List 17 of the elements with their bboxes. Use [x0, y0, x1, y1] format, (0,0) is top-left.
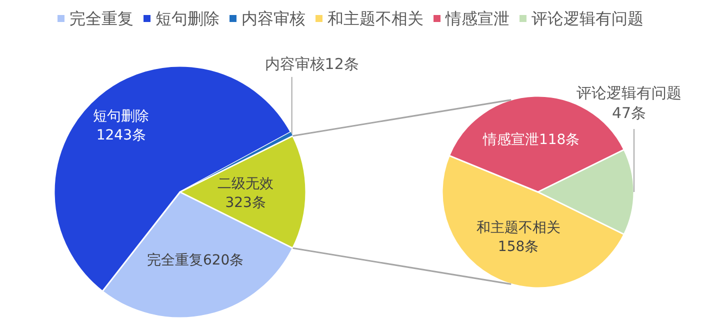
- legend-label: 情感宣泄: [444, 9, 510, 28]
- legend-label: 评论逻辑有问题: [532, 9, 644, 28]
- legend-label: 内容审核: [242, 9, 306, 28]
- category-label: 情感宣泄118条: [483, 132, 580, 148]
- data-label: 323条: [225, 195, 266, 211]
- slice-label: 短句删除: [93, 108, 150, 124]
- category-label: 内容审核12条: [264, 54, 359, 73]
- slice-label: 和主题不相关: [476, 220, 560, 236]
- data-label: 1243条: [96, 127, 146, 144]
- legend-label: 和主题不相关: [328, 9, 424, 28]
- category-label: 完全重复620条: [146, 252, 244, 269]
- data-label: 47条: [612, 104, 646, 122]
- slice-label: 二级无效: [218, 176, 274, 192]
- legend-label: 短句删除: [156, 9, 220, 28]
- data-label: 158条: [498, 238, 539, 255]
- legend-label: 完全重复: [70, 9, 134, 28]
- slice-label: 评论逻辑有问题: [576, 84, 682, 102]
